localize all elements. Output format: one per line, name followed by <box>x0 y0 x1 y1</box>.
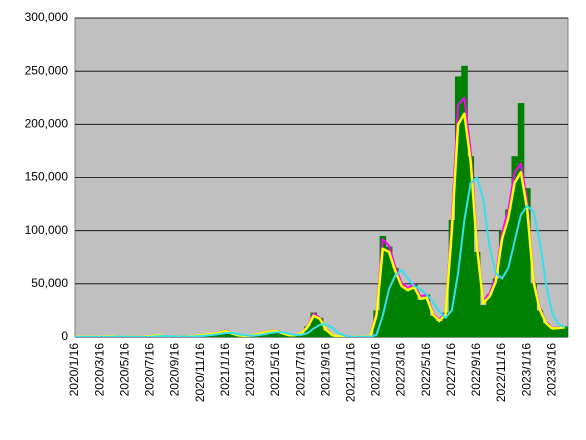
bar <box>410 283 418 337</box>
x-tick-label: 2021/9/16 <box>318 343 332 397</box>
bar <box>492 278 500 337</box>
bar <box>279 333 286 337</box>
x-tick-label: 2020/1/16 <box>67 343 81 397</box>
bar <box>461 65 468 337</box>
x-tick-label: 2022/11/16 <box>494 343 508 402</box>
bar <box>442 312 449 337</box>
x-tick-label: 2022/9/16 <box>469 343 483 397</box>
bar <box>304 326 311 337</box>
x-tick-label: 2020/3/16 <box>92 343 106 397</box>
bar <box>423 294 431 337</box>
bar <box>436 321 443 337</box>
bar <box>480 305 487 337</box>
bar <box>467 156 475 337</box>
bar <box>517 103 525 337</box>
y-tick-label: 0 <box>61 329 68 343</box>
y-tick-label: 200,000 <box>25 117 69 131</box>
x-tick-label: 2020/11/16 <box>193 343 207 402</box>
bar <box>530 283 537 337</box>
x-tick-label: 2023/3/16 <box>544 343 558 397</box>
x-tick-label: 2021/7/16 <box>293 343 307 397</box>
bar <box>473 251 481 337</box>
bar <box>505 209 512 337</box>
bar <box>561 326 568 337</box>
x-tick-label: 2022/5/16 <box>419 343 433 397</box>
x-tick-label: 2020/9/16 <box>168 343 182 397</box>
x-tick-label: 2022/7/16 <box>444 343 458 397</box>
bar <box>448 220 456 337</box>
y-tick-label: 150,000 <box>25 170 69 184</box>
bar <box>228 333 236 337</box>
x-tick-label: 2023/1/16 <box>519 343 533 397</box>
bar <box>310 312 318 337</box>
y-tick-label: 100,000 <box>25 223 69 237</box>
bar <box>555 327 563 337</box>
bar <box>429 315 437 337</box>
y-tick-label: 50,000 <box>31 276 68 290</box>
bar <box>316 317 324 337</box>
x-tick-label: 2020/7/16 <box>143 343 157 397</box>
x-tick-label: 2021/5/16 <box>268 343 282 397</box>
labels: 0 50,000 100,000 150,000 200,000 250,000 300,0… <box>25 10 559 402</box>
x-tick-label: 2021/3/16 <box>243 343 257 397</box>
bar <box>498 230 506 337</box>
y-tick-label: 300,000 <box>25 10 69 24</box>
bar <box>373 310 380 337</box>
bar <box>549 328 556 337</box>
bar <box>524 188 531 337</box>
x-tick-label: 2022/1/16 <box>369 343 383 397</box>
bar <box>323 330 330 337</box>
x-tick-label: 2020/5/16 <box>117 343 131 397</box>
bar <box>404 289 412 337</box>
bar <box>486 294 493 337</box>
bar <box>454 76 462 337</box>
series-line <box>75 176 566 337</box>
y-tick-label: 250,000 <box>25 63 69 77</box>
x-tick-label: 2022/3/16 <box>394 343 408 397</box>
bar <box>272 330 280 337</box>
marks <box>75 65 568 337</box>
bar <box>417 299 424 337</box>
bar <box>392 267 399 337</box>
bar <box>398 283 406 337</box>
bar <box>542 323 550 337</box>
x-tick-label: 2021/11/16 <box>344 343 358 402</box>
bar <box>379 235 387 337</box>
bar <box>511 156 519 337</box>
bar <box>536 310 544 337</box>
x-tick-label: 2021/1/16 <box>218 343 232 397</box>
